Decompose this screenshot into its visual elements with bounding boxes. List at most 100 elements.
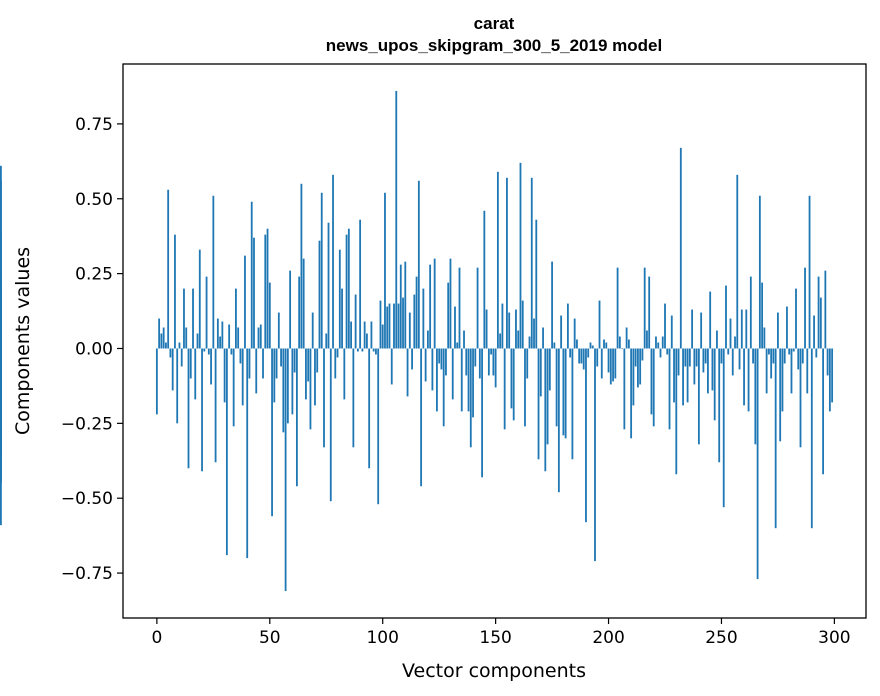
bar: [422, 288, 425, 349]
bar: [634, 348, 637, 367]
bar: [205, 276, 208, 349]
bar: [332, 174, 334, 349]
bar: [350, 321, 352, 349]
bar: [598, 300, 601, 349]
bar: [679, 147, 682, 349]
bar: [228, 324, 231, 349]
bar: [614, 348, 617, 379]
bar: [262, 348, 264, 379]
bar: [397, 303, 400, 349]
bar: [786, 306, 788, 349]
bar: [361, 348, 364, 352]
bar: [772, 348, 775, 364]
bar: [451, 348, 454, 400]
bar: [325, 333, 328, 349]
bar: [677, 348, 680, 376]
bar: [472, 348, 474, 418]
bar: [469, 348, 472, 448]
bar: [562, 348, 565, 436]
bar: [404, 261, 407, 349]
bar: [688, 348, 691, 367]
bar: [535, 219, 538, 349]
bar: [605, 342, 608, 349]
bar: [587, 348, 590, 358]
bar: [440, 348, 443, 370]
bar: [646, 330, 648, 349]
bar: [411, 348, 413, 370]
bar: [718, 348, 721, 463]
bar: [521, 300, 524, 349]
bar: [697, 348, 700, 445]
bar: [431, 348, 434, 391]
bar: [271, 348, 273, 517]
bar: [709, 291, 712, 349]
bar: [478, 348, 481, 379]
bar: [445, 348, 447, 376]
bar: [354, 294, 357, 349]
bar: [555, 348, 558, 427]
bar: [402, 297, 404, 349]
bar: [487, 348, 490, 376]
bar: [637, 348, 639, 388]
bar: [740, 309, 743, 349]
bar: [259, 324, 262, 349]
bar: [162, 327, 165, 349]
bar: [691, 309, 694, 349]
bar: [456, 342, 459, 349]
bar: [616, 267, 619, 349]
bar: [275, 348, 278, 379]
bar: [329, 348, 332, 502]
bar: [675, 348, 678, 475]
bar: [393, 303, 395, 349]
bar: [571, 348, 574, 460]
bar: [774, 348, 777, 529]
x-tick-label: 50: [259, 628, 281, 648]
y-tick-label: −0.50: [61, 489, 113, 509]
bar: [273, 348, 276, 403]
bar: [257, 327, 260, 349]
bar: [758, 195, 761, 349]
bar: [194, 348, 197, 400]
bar: [578, 348, 581, 364]
bar: [767, 348, 770, 355]
bar: [824, 270, 827, 349]
bar: [225, 348, 228, 556]
bar: [625, 327, 628, 349]
bar: [792, 348, 795, 352]
bar: [659, 348, 662, 358]
bar: [264, 234, 267, 349]
bar: [185, 327, 188, 349]
bar: [298, 276, 301, 349]
bar: [395, 90, 398, 349]
bar: [831, 348, 834, 403]
bar: [713, 348, 716, 421]
bar: [327, 222, 330, 349]
bar: [438, 348, 441, 364]
bar: [670, 315, 673, 349]
bar: [627, 339, 630, 349]
bar: [607, 348, 610, 373]
bar: [248, 348, 251, 379]
bar: [417, 180, 420, 349]
bar: [664, 303, 666, 349]
bar: [280, 348, 282, 367]
bar: [817, 276, 820, 349]
bar: [341, 288, 343, 349]
bar: [799, 348, 802, 448]
bar: [749, 276, 752, 349]
bar: [501, 303, 504, 349]
bar: [311, 312, 314, 349]
bar: [641, 348, 644, 361]
bar: [485, 309, 488, 349]
bar: [661, 336, 664, 349]
bar: [542, 327, 544, 349]
bar: [734, 336, 736, 349]
bar: [207, 348, 210, 355]
bar: [320, 192, 323, 349]
bar: [415, 276, 418, 349]
bar: [237, 327, 240, 349]
bar: [603, 339, 605, 349]
bar: [684, 348, 687, 367]
bar: [822, 348, 824, 475]
bar: [707, 348, 709, 394]
